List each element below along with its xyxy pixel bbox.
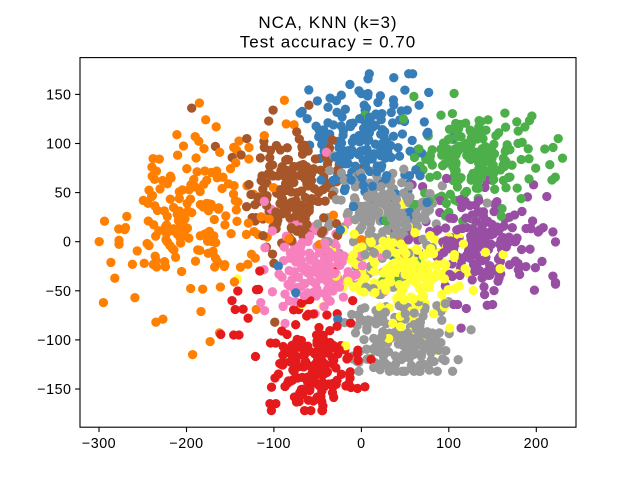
- svg-text:−50: −50: [46, 284, 72, 300]
- svg-text:−150: −150: [37, 382, 71, 398]
- svg-text:Test accuracy = 0.70: Test accuracy = 0.70: [240, 33, 416, 52]
- svg-text:−300: −300: [82, 436, 116, 452]
- svg-text:0: 0: [63, 235, 71, 251]
- svg-text:100: 100: [436, 436, 461, 452]
- svg-text:−200: −200: [169, 436, 203, 452]
- svg-text:100: 100: [46, 137, 71, 153]
- svg-text:200: 200: [524, 436, 549, 452]
- svg-text:0: 0: [357, 436, 365, 452]
- svg-text:−100: −100: [37, 333, 71, 349]
- svg-text:150: 150: [46, 87, 71, 103]
- svg-text:50: 50: [55, 186, 72, 202]
- svg-text:NCA, KNN (k=3): NCA, KNN (k=3): [258, 13, 397, 32]
- svg-text:−100: −100: [257, 436, 291, 452]
